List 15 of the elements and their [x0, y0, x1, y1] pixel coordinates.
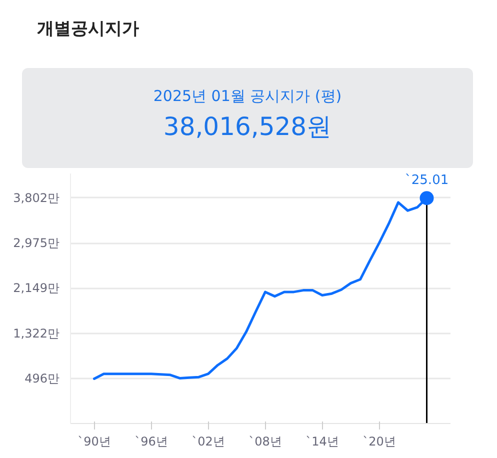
x-tick-label: `02년 — [192, 434, 225, 448]
x-tick-label: `14년 — [306, 434, 339, 448]
text: 38,016,528원 — [162, 111, 333, 144]
x-tick-label: `96년 — [134, 434, 168, 448]
x-tick-label: `90년 — [78, 434, 111, 448]
y-tick-label: 2,149만 — [13, 281, 60, 296]
chart-subtitle: 2025년 01월 공시지가 (평) — [153, 86, 342, 107]
chart-title: 개별공시지가 — [37, 18, 139, 41]
y-tick-label: 2,975만 — [13, 236, 60, 250]
x-tick-label: `08년 — [248, 434, 282, 448]
y-tick-label: 1,322만 — [13, 326, 60, 340]
annotation: `25.01 — [404, 173, 449, 188]
y-tick-label: 496만 — [24, 371, 60, 386]
x-tick-label: `20년 — [362, 434, 396, 448]
y-tick-label: 3,802만 — [13, 190, 60, 205]
